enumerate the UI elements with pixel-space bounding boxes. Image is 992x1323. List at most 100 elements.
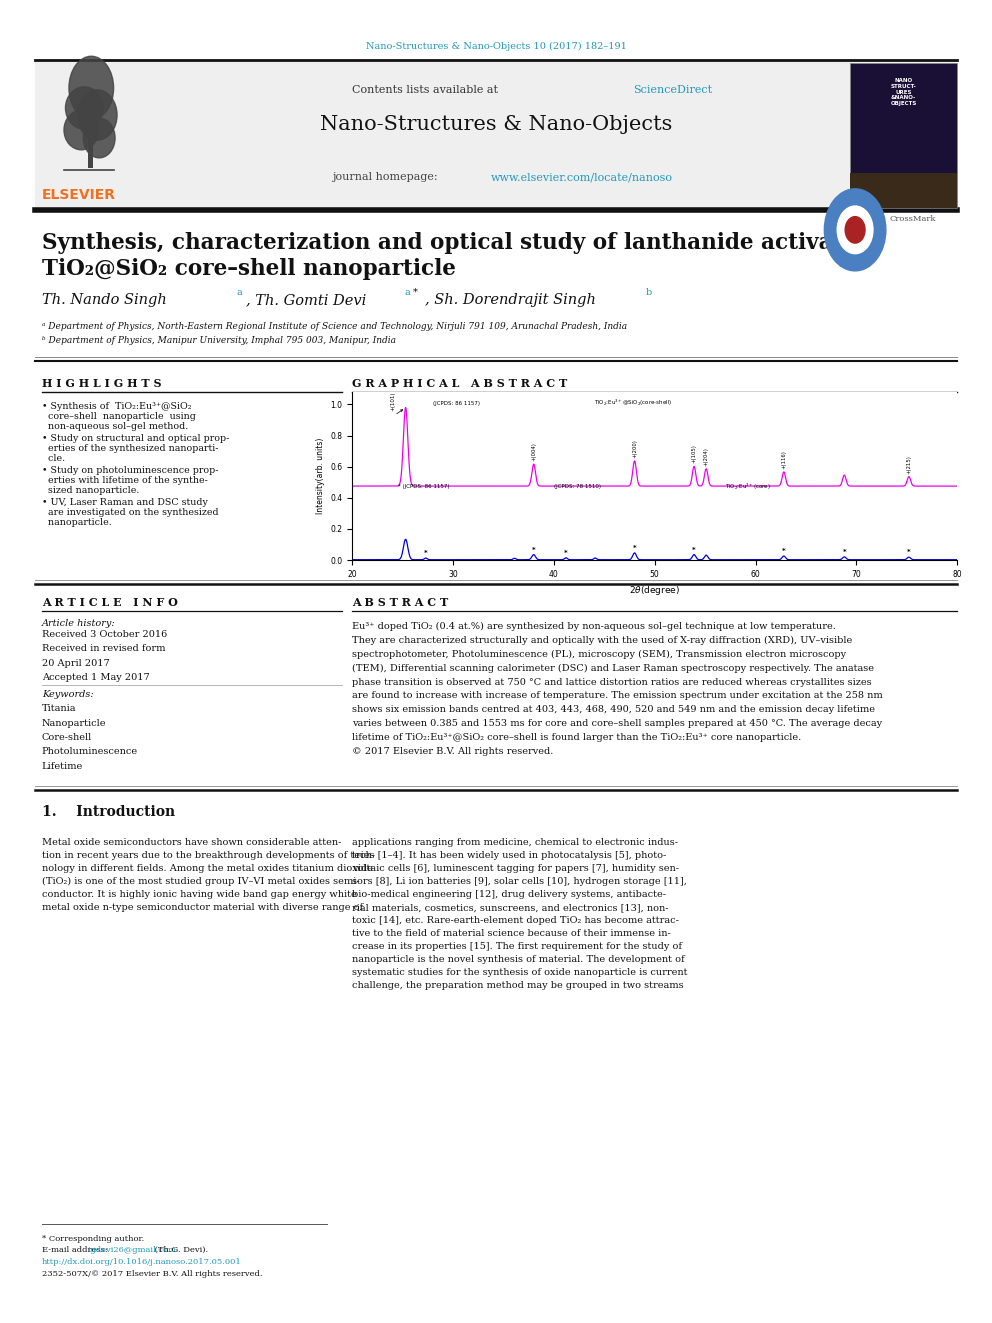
Text: (JCPDS: 86 1157): (JCPDS: 86 1157)	[433, 401, 480, 406]
Text: Nano-Structures & Nano-Objects: Nano-Structures & Nano-Objects	[319, 115, 673, 134]
Text: crease in its properties [15]. The first requirement for the study of: crease in its properties [15]. The first…	[352, 942, 682, 951]
Text: (Th.G. Devi).: (Th.G. Devi).	[152, 1246, 208, 1254]
Text: (JCPDS: 78 1510): (JCPDS: 78 1510)	[554, 484, 601, 490]
Text: *: *	[907, 549, 911, 556]
Bar	[88, 115, 93, 168]
Text: a: a	[405, 287, 411, 296]
Text: +(105): +(105)	[691, 445, 696, 463]
Circle shape	[845, 217, 865, 243]
Text: Photoluminescence: Photoluminescence	[42, 747, 138, 757]
Text: bio-medical engineering [12], drug delivery systems, antibacte-: bio-medical engineering [12], drug deliv…	[352, 890, 667, 898]
Text: Metal oxide semiconductors have shown considerable atten-: Metal oxide semiconductors have shown co…	[42, 837, 341, 847]
Text: non-aqueous sol–gel method.: non-aqueous sol–gel method.	[42, 422, 187, 431]
Text: tries [1–4]. It has been widely used in photocatalysis [5], photo-: tries [1–4]. It has been widely used in …	[352, 851, 667, 860]
Text: shows six emission bands centred at 403, 443, 468, 490, 520 and 549 nm and the e: shows six emission bands centred at 403,…	[352, 705, 875, 714]
Ellipse shape	[77, 90, 117, 140]
Text: are investigated on the synthesized: are investigated on the synthesized	[42, 508, 218, 517]
Text: a: a	[236, 287, 242, 296]
Text: nanoparticle.: nanoparticle.	[42, 519, 111, 527]
Text: b: b	[646, 287, 652, 296]
Text: • UV, Laser Raman and DSC study: • UV, Laser Raman and DSC study	[42, 497, 207, 507]
Text: *: *	[633, 545, 636, 550]
Ellipse shape	[65, 87, 103, 130]
Text: conductor. It is highly ionic having wide band gap energy white: conductor. It is highly ionic having wid…	[42, 890, 356, 898]
Text: +(004): +(004)	[531, 442, 537, 460]
Text: *: *	[424, 550, 428, 556]
Text: Synthesis, characterization and optical study of lanthanide activated: Synthesis, characterization and optical …	[42, 232, 871, 254]
Text: +(215): +(215)	[907, 455, 912, 474]
Text: , Sh. Dorendrajit Singh: , Sh. Dorendrajit Singh	[425, 292, 595, 307]
Text: Contents lists available at: Contents lists available at	[352, 85, 502, 95]
Text: *: *	[564, 549, 567, 556]
Text: +(200): +(200)	[632, 439, 637, 458]
Text: 2352-507X/© 2017 Elsevier B.V. All rights reserved.: 2352-507X/© 2017 Elsevier B.V. All right…	[42, 1270, 262, 1278]
Text: Th. Nando Singh: Th. Nando Singh	[42, 292, 167, 307]
Text: Accepted 1 May 2017: Accepted 1 May 2017	[42, 673, 150, 681]
Text: Titania: Titania	[42, 704, 76, 713]
Text: core–shell  nanoparticle  using: core–shell nanoparticle using	[42, 411, 195, 421]
Text: journal homepage:: journal homepage:	[332, 172, 441, 183]
Ellipse shape	[63, 110, 99, 149]
Text: voltaic cells [6], luminescent tagging for papers [7], humidity sen-: voltaic cells [6], luminescent tagging f…	[352, 864, 680, 873]
Text: *: *	[782, 548, 786, 554]
Text: (TEM), Differential scanning calorimeter (DSC) and Laser Raman spectroscopy resp: (TEM), Differential scanning calorimeter…	[352, 664, 874, 673]
Text: H I G H L I G H T S: H I G H L I G H T S	[42, 378, 161, 389]
Text: systematic studies for the synthesis of oxide nanoparticle is current: systematic studies for the synthesis of …	[352, 967, 687, 976]
Text: *: *	[842, 549, 846, 554]
Text: +(116): +(116)	[782, 450, 787, 468]
Circle shape	[824, 189, 886, 271]
Y-axis label: Intensity(arb. units): Intensity(arb. units)	[315, 438, 324, 515]
Text: Article history:: Article history:	[42, 619, 115, 628]
Text: • Synthesis of  TiO₂:Eu³⁺@SiO₂: • Synthesis of TiO₂:Eu³⁺@SiO₂	[42, 402, 191, 411]
Text: varies between 0.385 and 1553 ms for core and core–shell samples prepared at 450: varies between 0.385 and 1553 ms for cor…	[352, 720, 882, 728]
Text: TiO$_2$:Eu$^{3+}$(core): TiO$_2$:Eu$^{3+}$(core)	[725, 482, 771, 492]
Text: NANO
STRUCT-
URES
&NANO-
OBJECTS: NANO STRUCT- URES &NANO- OBJECTS	[891, 78, 917, 106]
Text: Nano-Structures & Nano-Objects 10 (2017) 182–191: Nano-Structures & Nano-Objects 10 (2017)…	[366, 42, 626, 52]
Text: (TiO₂) is one of the most studied group IV–VI metal oxides semi-: (TiO₂) is one of the most studied group …	[42, 877, 359, 886]
Text: Nanoparticle: Nanoparticle	[42, 718, 106, 728]
Text: *: *	[692, 546, 695, 553]
Text: ELSEVIER: ELSEVIER	[42, 188, 116, 202]
X-axis label: 2$\theta$(degree): 2$\theta$(degree)	[629, 585, 681, 597]
Text: challenge, the preparation method may be grouped in two streams: challenge, the preparation method may be…	[352, 980, 683, 990]
Text: CrossMark: CrossMark	[890, 216, 936, 224]
Text: cle.: cle.	[42, 454, 64, 463]
Ellipse shape	[83, 118, 115, 157]
Text: nanoparticle is the novel synthesis of material. The development of: nanoparticle is the novel synthesis of m…	[352, 955, 684, 963]
Text: erties with lifetime of the synthe-: erties with lifetime of the synthe-	[42, 476, 207, 486]
Text: TiO$_2$:Eu$^{3+}$@SiO$_2$(core-shell): TiO$_2$:Eu$^{3+}$@SiO$_2$(core-shell)	[594, 398, 673, 409]
Text: TiO₂@SiO₂ core–shell nanoparticle: TiO₂@SiO₂ core–shell nanoparticle	[42, 258, 455, 280]
Text: E-mail address:: E-mail address:	[42, 1246, 110, 1254]
Text: © 2017 Elsevier B.V. All rights reserved.: © 2017 Elsevier B.V. All rights reserved…	[352, 747, 554, 755]
Text: G R A P H I C A L   A B S T R A C T: G R A P H I C A L A B S T R A C T	[352, 378, 567, 389]
Text: metal oxide n-type semiconductor material with diverse range of: metal oxide n-type semiconductor materia…	[42, 902, 363, 912]
Text: +(204): +(204)	[703, 447, 708, 466]
Text: ᵃ Department of Physics, North-Eastern Regional Institute of Science and Technol: ᵃ Department of Physics, North-Eastern R…	[42, 321, 627, 331]
Text: Received in revised form: Received in revised form	[42, 644, 165, 654]
Text: * Corresponding author.: * Corresponding author.	[42, 1234, 144, 1244]
Text: *: *	[532, 546, 536, 553]
Text: spectrophotometer, Photoluminescence (PL), microscopy (SEM), Transmission electr: spectrophotometer, Photoluminescence (PL…	[352, 650, 846, 659]
Text: sized nanoparticle.: sized nanoparticle.	[42, 486, 139, 495]
Text: They are characterized structurally and optically with the used of X-ray diffrac: They are characterized structurally and …	[352, 636, 852, 646]
Text: lifetime of TiO₂:Eu³⁺@SiO₂ core–shell is found larger than the TiO₂:Eu³⁺ core na: lifetime of TiO₂:Eu³⁺@SiO₂ core–shell is…	[352, 733, 802, 742]
Text: nology in different fields. Among the metal oxides titanium dioxide: nology in different fields. Among the me…	[42, 864, 373, 873]
Text: Keywords:: Keywords:	[42, 689, 93, 699]
Text: http://dx.doi.org/10.1016/j.nanoso.2017.05.001: http://dx.doi.org/10.1016/j.nanoso.2017.…	[42, 1258, 241, 1266]
Bar	[850, 64, 957, 208]
Text: Received 3 October 2016: Received 3 October 2016	[42, 630, 167, 639]
Text: ScienceDirect: ScienceDirect	[633, 85, 712, 95]
Text: tive to the field of material science because of their immense in-: tive to the field of material science be…	[352, 929, 671, 938]
Text: +(101): +(101)	[390, 392, 395, 410]
Text: applications ranging from medicine, chemical to electronic indus-: applications ranging from medicine, chem…	[352, 837, 679, 847]
Bar	[850, 173, 957, 208]
Text: phase transition is observed at 750 °C and lattice distortion ratios are reduced: phase transition is observed at 750 °C a…	[352, 677, 872, 687]
Text: , Th. Gomti Devi: , Th. Gomti Devi	[246, 292, 366, 307]
Text: Core-shell: Core-shell	[42, 733, 92, 742]
Text: 1.    Introduction: 1. Introduction	[42, 804, 175, 819]
Text: sors [8], Li ion batteries [9], solar cells [10], hydrogen storage [11],: sors [8], Li ion batteries [9], solar ce…	[352, 877, 687, 886]
Text: tgdevi26@gmail.com: tgdevi26@gmail.com	[87, 1246, 177, 1254]
Text: 20 April 2017: 20 April 2017	[42, 659, 109, 668]
Text: Eu³⁺ doped TiO₂ (0.4 at.%) are synthesized by non-aqueous sol–gel technique at l: Eu³⁺ doped TiO₂ (0.4 at.%) are synthesiz…	[352, 622, 836, 631]
Text: A B S T R A C T: A B S T R A C T	[352, 597, 448, 609]
